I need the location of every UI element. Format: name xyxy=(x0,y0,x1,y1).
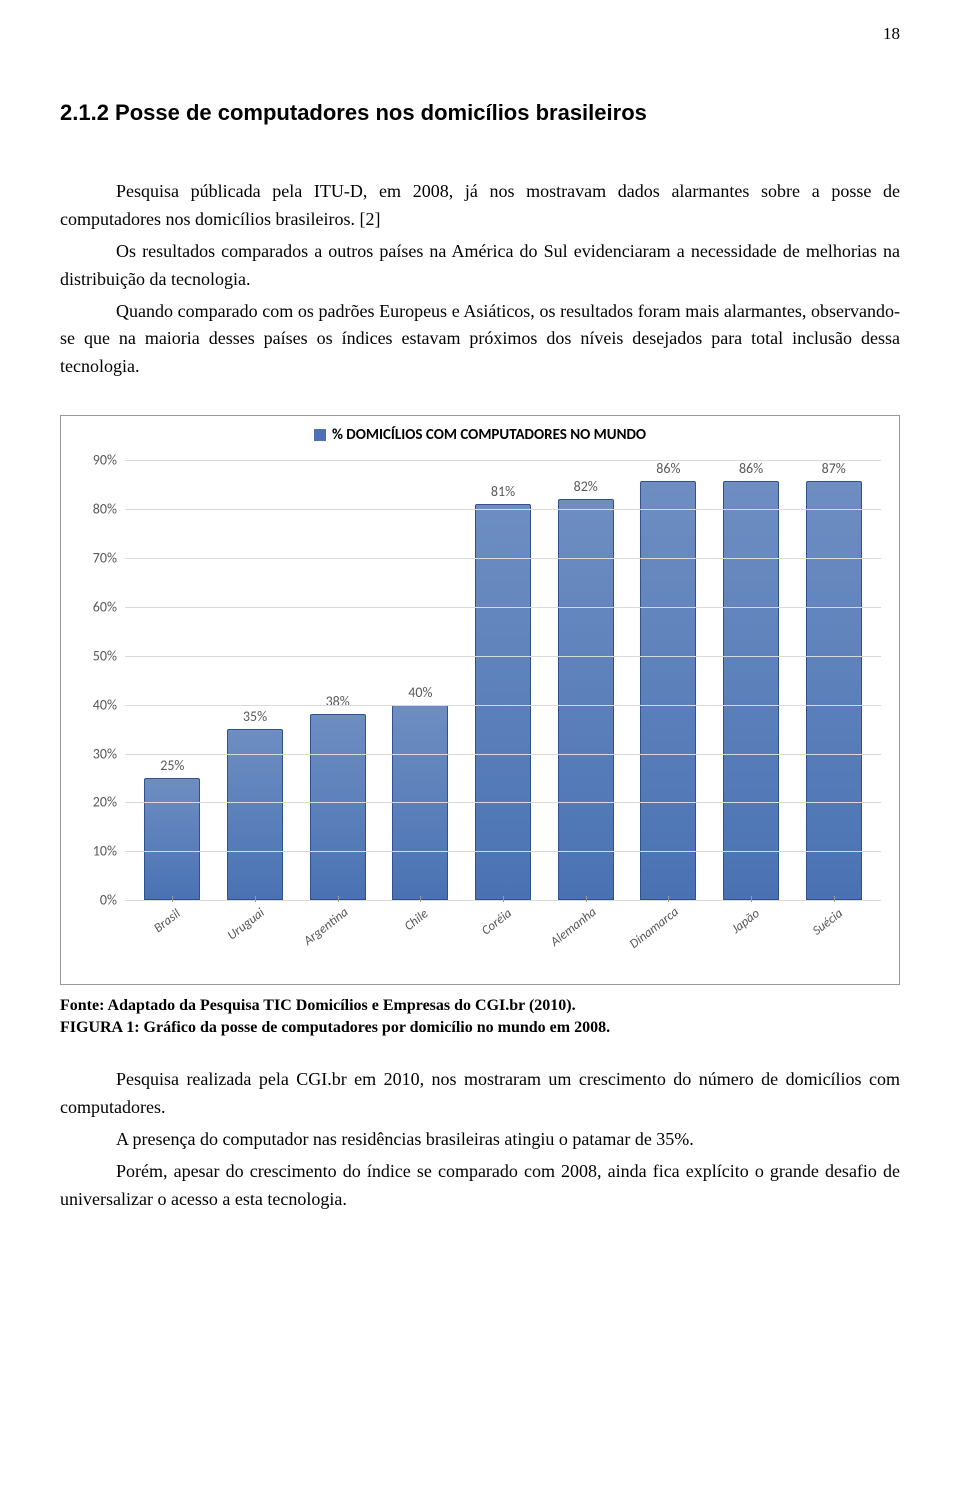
bar xyxy=(144,778,200,900)
gridline xyxy=(125,558,881,559)
chart-plot: 25%35%38%40%81%82%86%86%87% 0%10%20%30%4… xyxy=(125,450,881,900)
gridline xyxy=(125,509,881,510)
paragraph-1: Pesquisa públicada pela ITU-D, em 2008, … xyxy=(60,178,900,234)
x-axis-label: Suécia xyxy=(792,900,875,972)
gridline xyxy=(125,460,881,461)
x-tick xyxy=(503,896,504,902)
x-axis-label: Argentina xyxy=(296,900,379,972)
bar-slot: 38% xyxy=(296,460,379,900)
chart-source: Fonte: Adaptado da Pesquisa TIC Domicíli… xyxy=(60,995,900,1017)
bar-value-label: 81% xyxy=(491,483,515,500)
gridline xyxy=(125,656,881,657)
paragraph-5: A presença do computador nas residências… xyxy=(60,1126,900,1154)
bar xyxy=(806,481,862,900)
y-tick-label: 80% xyxy=(77,501,117,518)
legend-label: % DOMICÍLIOS COM COMPUTADORES NO MUNDO xyxy=(332,426,646,444)
bar-value-label: 35% xyxy=(243,708,267,725)
gridline xyxy=(125,851,881,852)
gridline xyxy=(125,607,881,608)
bar-value-label: 38% xyxy=(326,693,350,710)
x-tick xyxy=(420,896,421,902)
paragraph-2: Os resultados comparados a outros países… xyxy=(60,238,900,294)
bar xyxy=(558,499,614,900)
x-axis-label: Brasil xyxy=(131,900,214,972)
page-number: 18 xyxy=(883,24,900,44)
bar xyxy=(640,481,696,900)
bars-container: 25% 35% 38% 40% 81% 82% 86% 86% 87% xyxy=(125,460,881,900)
section-heading: 2.1.2 Posse de computadores nos domicíli… xyxy=(60,100,900,126)
bar-slot: 40% xyxy=(379,460,462,900)
chart-container: % DOMICÍLIOS COM COMPUTADORES NO MUNDO 2… xyxy=(60,415,900,985)
bar-value-label: 86% xyxy=(739,460,763,477)
x-tick xyxy=(338,896,339,902)
bar xyxy=(723,481,779,900)
bar-value-label: 40% xyxy=(408,684,432,701)
x-tick xyxy=(172,896,173,902)
bar-slot: 82% xyxy=(544,460,627,900)
bar-slot: 81% xyxy=(462,460,545,900)
bar-value-label: 86% xyxy=(656,460,680,477)
bar-slot: 87% xyxy=(792,460,875,900)
gridline xyxy=(125,802,881,803)
bar xyxy=(227,729,283,900)
x-tick xyxy=(255,896,256,902)
x-tick xyxy=(834,896,835,902)
bar-slot: 86% xyxy=(710,460,793,900)
x-axis-label: Coréia xyxy=(462,900,545,972)
paragraph-3: Quando comparado com os padrões Europeus… xyxy=(60,298,900,382)
y-tick-label: 20% xyxy=(77,794,117,811)
y-tick-label: 10% xyxy=(77,843,117,860)
bar-slot: 86% xyxy=(627,460,710,900)
bar-value-label: 82% xyxy=(574,478,598,495)
x-axis-label: Uruguai xyxy=(214,900,297,972)
bar xyxy=(310,714,366,900)
y-tick-label: 60% xyxy=(77,598,117,615)
y-tick-label: 50% xyxy=(77,647,117,664)
y-tick-label: 70% xyxy=(77,550,117,567)
bar xyxy=(475,504,531,900)
x-axis-label: Alemanha xyxy=(544,900,627,972)
x-axis-label: Japão xyxy=(710,900,793,972)
paragraph-6: Porém, apesar do crescimento do índice s… xyxy=(60,1158,900,1214)
y-tick-label: 0% xyxy=(77,892,117,909)
chart-legend: % DOMICÍLIOS COM COMPUTADORES NO MUNDO xyxy=(75,426,885,444)
bar-slot: 25% xyxy=(131,460,214,900)
x-axis-label: Dinamarca xyxy=(627,900,710,972)
gridline xyxy=(125,705,881,706)
bar-value-label: 87% xyxy=(822,460,846,477)
bar-slot: 35% xyxy=(214,460,297,900)
chart-figure-caption: FIGURA 1: Gráfico da posse de computador… xyxy=(60,1017,900,1039)
legend-swatch xyxy=(314,429,326,441)
gridline xyxy=(125,754,881,755)
paragraph-4: Pesquisa realizada pela CGI.br em 2010, … xyxy=(60,1066,900,1122)
x-tick xyxy=(586,896,587,902)
x-axis-label: Chile xyxy=(379,900,462,972)
plot-area: 25%35%38%40%81%82%86%86%87% 0%10%20%30%4… xyxy=(125,460,881,900)
x-tick xyxy=(751,896,752,902)
y-tick-label: 40% xyxy=(77,696,117,713)
bar-value-label: 25% xyxy=(160,757,184,774)
y-tick-label: 90% xyxy=(77,452,117,469)
x-tick xyxy=(668,896,669,902)
y-tick-label: 30% xyxy=(77,745,117,762)
x-axis-labels: BrasilUruguaiArgentinaChileCoréiaAlemanh… xyxy=(125,900,881,972)
